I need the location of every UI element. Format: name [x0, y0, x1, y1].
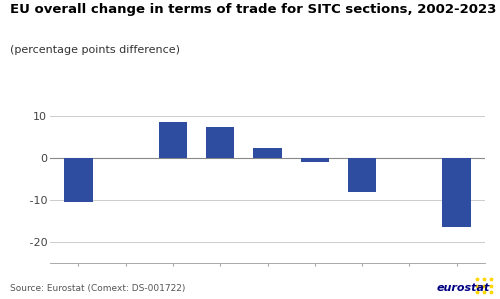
Bar: [206, 126, 234, 158]
Bar: [300, 158, 329, 162]
Text: EU overall change in terms of trade for SITC sections, 2002-2023: EU overall change in terms of trade for …: [10, 3, 496, 16]
Bar: [442, 158, 471, 228]
Bar: [254, 148, 281, 158]
Text: Source: Eurostat (Comext: DS-001722): Source: Eurostat (Comext: DS-001722): [10, 284, 186, 293]
Text: eurostat: eurostat: [436, 283, 490, 293]
Bar: [348, 158, 376, 192]
Text: (percentage points difference): (percentage points difference): [10, 45, 180, 55]
Bar: [64, 158, 92, 202]
Bar: [159, 122, 187, 158]
